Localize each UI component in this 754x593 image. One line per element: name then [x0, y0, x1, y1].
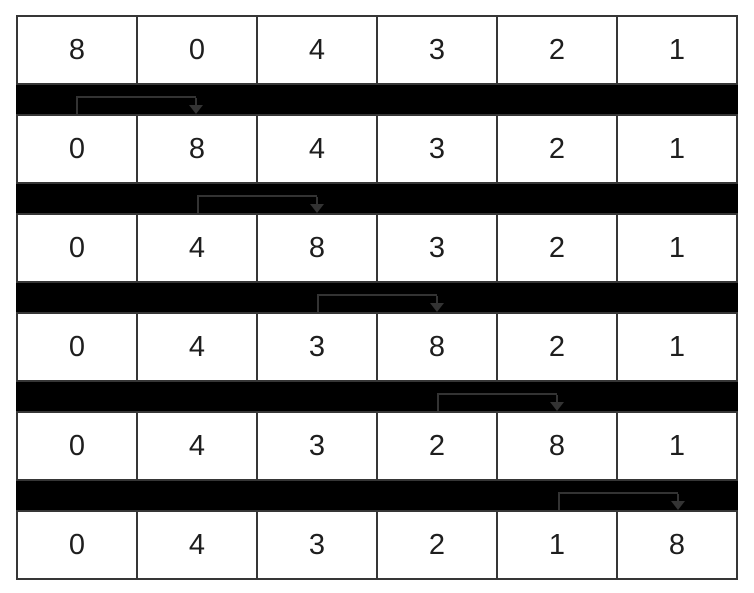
array-cell: 2 [376, 411, 498, 481]
swap-band [16, 283, 738, 312]
array-row: 8 0 4 3 2 1 [16, 15, 738, 85]
array-cell: 0 [16, 312, 138, 382]
swap-arrow-icon [196, 195, 325, 213]
array-cell: 2 [376, 510, 498, 580]
array-row: 0 4 3 2 1 8 [16, 510, 738, 580]
array-cell: 1 [616, 411, 738, 481]
array-cell: 8 [16, 15, 138, 85]
array-cell: 2 [496, 312, 618, 382]
array-cell: 0 [16, 114, 138, 184]
array-cell: 2 [496, 114, 618, 184]
array-cell: 8 [496, 411, 618, 481]
array-cell: 4 [136, 510, 258, 580]
array-cell: 3 [256, 411, 378, 481]
swap-arrow-icon [316, 294, 445, 312]
array-cell: 0 [16, 213, 138, 283]
array-cell: 3 [256, 312, 378, 382]
array-cell: 1 [616, 213, 738, 283]
swap-arrow-icon [437, 393, 565, 411]
swap-arrow-icon [76, 96, 204, 114]
array-cell: 8 [616, 510, 738, 580]
array-cell: 8 [376, 312, 498, 382]
array-cell: 0 [136, 15, 258, 85]
array-cell: 1 [616, 312, 738, 382]
array-cell: 1 [616, 114, 738, 184]
array-cell: 3 [376, 213, 498, 283]
array-row: 0 4 8 3 2 1 [16, 213, 738, 283]
swap-band [16, 85, 738, 114]
array-cell: 1 [616, 15, 738, 85]
array-cell: 0 [16, 411, 138, 481]
array-cell: 2 [496, 213, 618, 283]
array-row: 0 8 4 3 2 1 [16, 114, 738, 184]
swap-band [16, 382, 738, 411]
array-cell: 3 [256, 510, 378, 580]
array-cell: 8 [256, 213, 378, 283]
array-cell: 3 [376, 15, 498, 85]
array-cell: 4 [136, 213, 258, 283]
array-cell: 1 [496, 510, 618, 580]
array-cell: 4 [136, 411, 258, 481]
array-cell: 0 [16, 510, 138, 580]
array-cell: 3 [376, 114, 498, 184]
swap-arrow-icon [557, 492, 686, 510]
array-cell: 4 [256, 15, 378, 85]
array-row: 0 4 3 8 2 1 [16, 312, 738, 382]
array-row: 0 4 3 2 8 1 [16, 411, 738, 481]
array-cell: 8 [136, 114, 258, 184]
array-cell: 4 [136, 312, 258, 382]
swap-band [16, 481, 738, 510]
array-cell: 4 [256, 114, 378, 184]
swap-band [16, 184, 738, 213]
array-cell: 2 [496, 15, 618, 85]
